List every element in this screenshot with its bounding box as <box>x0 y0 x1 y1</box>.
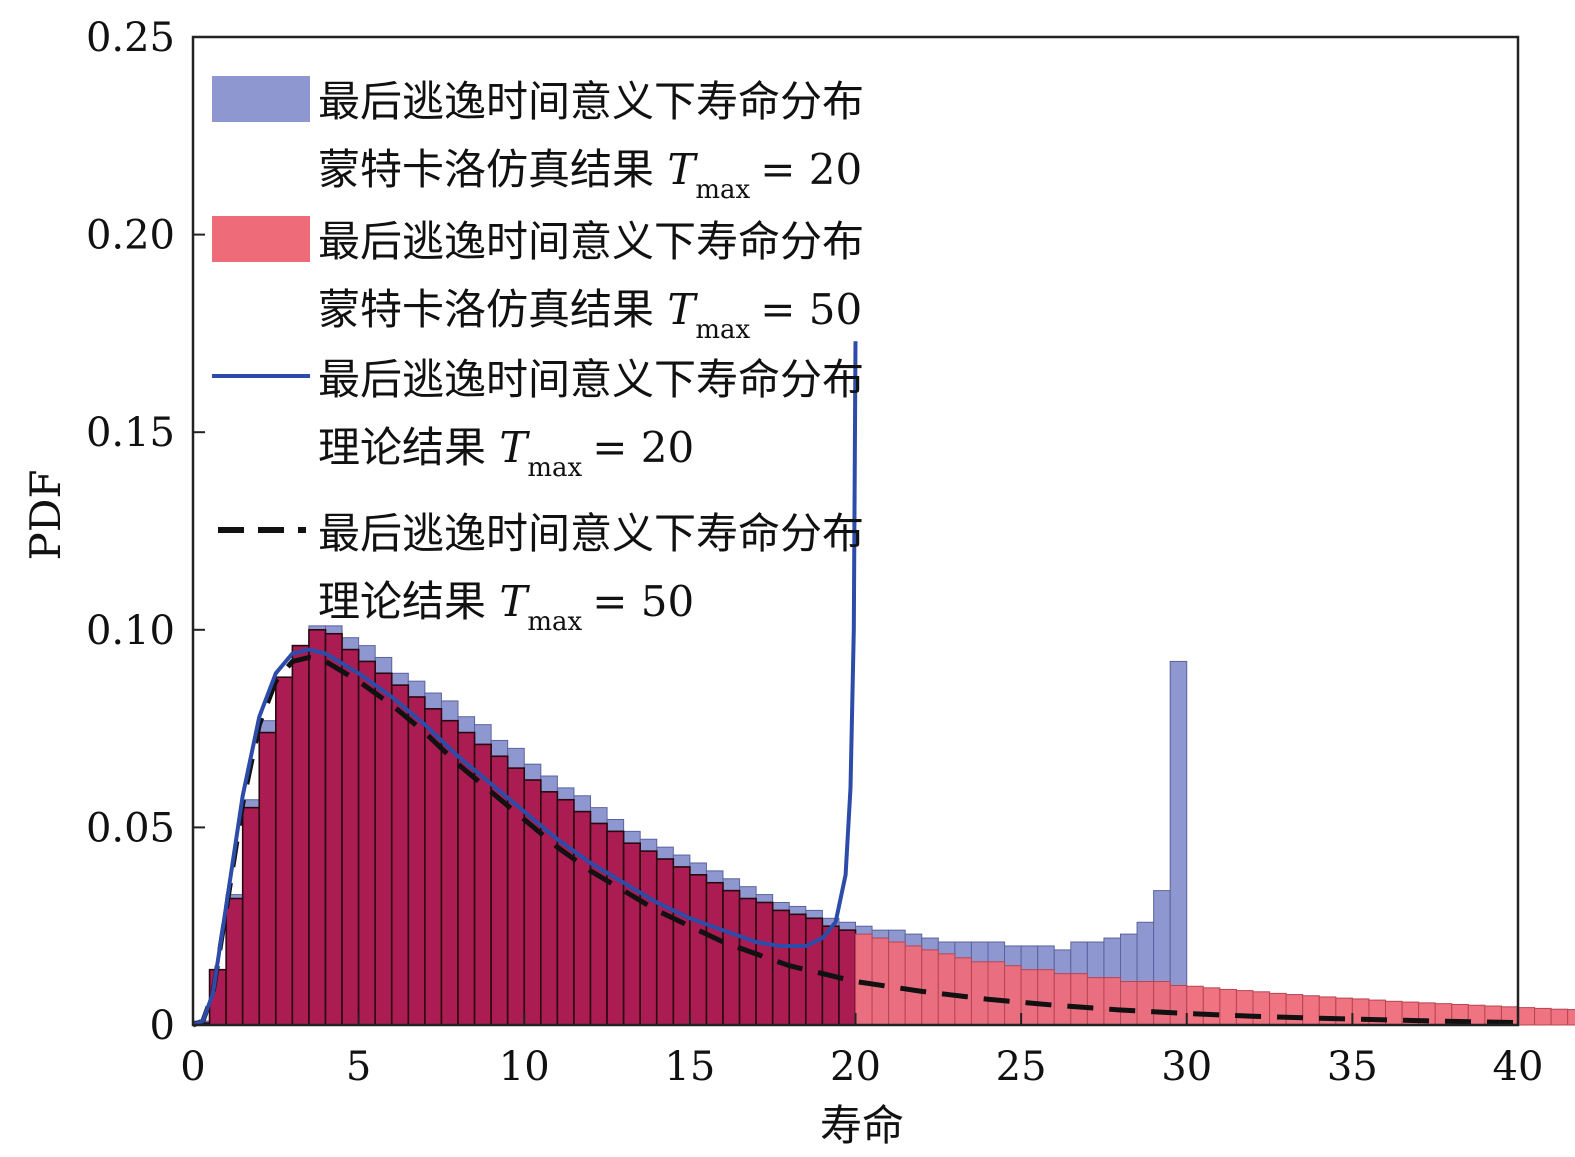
hist-bar-tmax-50 <box>888 941 906 1026</box>
hist-bar-tmax-50 <box>1053 973 1072 1026</box>
x-axis-label: 寿命 <box>820 1101 904 1150</box>
y-tick-label: 0.25 <box>86 15 175 61</box>
hist-bar-tmax-50 <box>291 644 310 1026</box>
hist-bar-tmax-50 <box>1120 981 1138 1026</box>
x-tick-label: 15 <box>664 1044 715 1090</box>
hist-bar-tmax-50 <box>1534 1007 1552 1026</box>
y-tick-label: 0 <box>150 1003 175 1049</box>
hist-bar-tmax-50 <box>755 901 774 1026</box>
hist-bar-tmax-50 <box>1285 994 1304 1026</box>
hist-bar-tmax-50 <box>374 672 393 1026</box>
hist-bar-tmax-50 <box>275 676 294 1026</box>
hist-bar-tmax-50 <box>357 660 376 1026</box>
legend-swatch-tmax-20 <box>212 76 310 122</box>
theory-curve-tmax-50 <box>192 655 1519 1028</box>
hist-bar-tmax-50 <box>1020 969 1039 1026</box>
legend-label-line2: 理论结果 Tmax = 20 <box>318 423 694 483</box>
legend-label-line2: 理论结果 Tmax = 50 <box>318 577 694 637</box>
hist-bar-tmax-50 <box>987 961 1006 1026</box>
legend-label-line2: 蒙特卡洛仿真结果 Tmax = 20 <box>318 145 862 205</box>
hist-bar-tmax-50 <box>639 850 658 1026</box>
hist-bar-tmax-50 <box>771 909 791 1026</box>
hist-bar-tmax-50 <box>1302 995 1320 1026</box>
hist-bar-tmax-50 <box>473 743 492 1026</box>
legend-label-line2: 蒙特卡洛仿真结果 Tmax = 50 <box>318 285 862 345</box>
hist-bar-tmax-50 <box>241 806 261 1026</box>
hist-bar-tmax-50 <box>1153 981 1171 1026</box>
legend-swatch-tmax-50 <box>212 216 310 262</box>
x-tick-label: 0 <box>180 1044 205 1090</box>
hist-bar-tmax-50 <box>1202 987 1221 1026</box>
hist-bar-tmax-50 <box>1252 991 1271 1026</box>
theory-curves <box>192 341 1519 1028</box>
hist-bar-tmax-50 <box>1136 981 1155 1026</box>
x-tick-label: 5 <box>346 1044 371 1090</box>
hist-bar-tmax-50 <box>1169 984 1188 1026</box>
hist-bar-tmax-50 <box>705 881 724 1026</box>
y-tick-label: 0.20 <box>86 213 175 259</box>
hist-bar-tmax-50 <box>1385 1000 1403 1026</box>
legend-label-line1: 最后逃逸时间意义下寿命分布 <box>318 77 864 126</box>
x-tick-label: 20 <box>830 1044 881 1090</box>
hist-bar-tmax-50 <box>855 933 873 1026</box>
hist-bar-tmax-50 <box>1567 1009 1575 1026</box>
hist-bar-tmax-50 <box>738 897 757 1026</box>
hist-bar-tmax-50 <box>573 810 592 1026</box>
hist-bar-tmax-50 <box>1235 990 1254 1026</box>
hist-bar-tmax-50 <box>258 731 277 1026</box>
legend-label-line1: 最后逃逸时间意义下寿命分布 <box>318 509 864 558</box>
legend-label-line1: 最后逃逸时间意义下寿命分布 <box>318 355 864 404</box>
hist-bar-tmax-50 <box>904 945 923 1026</box>
legend-label-line1: 最后逃逸时间意义下寿命分布 <box>318 217 864 266</box>
hist-bar-tmax-50 <box>970 961 989 1026</box>
hist-bar-tmax-50 <box>1550 1008 1569 1026</box>
hist-bar-tmax-50 <box>1517 1007 1536 1026</box>
hist-bar-tmax-50 <box>1186 985 1204 1026</box>
hist-bar-tmax-50 <box>1086 977 1105 1026</box>
hist-bar-tmax-50 <box>1269 992 1287 1026</box>
hist-bar-tmax-50 <box>689 874 708 1026</box>
x-tick-label: 30 <box>1161 1044 1212 1090</box>
hist-bar-tmax-50 <box>871 937 890 1026</box>
hist-bar-tmax-50 <box>1103 977 1121 1026</box>
hist-bar-tmax-50 <box>308 628 327 1026</box>
hist-bar-tmax-50 <box>937 953 956 1026</box>
hist-bar-tmax-50 <box>556 798 575 1026</box>
hist-bar-tmax-50 <box>655 858 675 1026</box>
hist-bar-tmax-50 <box>672 866 691 1026</box>
hist-bar-tmax-50 <box>622 842 641 1026</box>
x-tick-label: 10 <box>499 1044 550 1090</box>
hist-bar-tmax-50 <box>921 949 939 1026</box>
hist-bar-tmax-20 <box>1169 660 1188 1026</box>
hist-bar-tmax-50 <box>722 889 741 1026</box>
hist-bar-tmax-50 <box>225 897 244 1026</box>
x-tick-label: 35 <box>1327 1044 1378 1090</box>
hist-bar-tmax-50 <box>341 648 360 1026</box>
axis-ticks: 0 5 10 15 20 25 30 35 40 0 0.05 0.10 0.15 0.20 0.25 <box>86 15 1544 1090</box>
hist-bar-tmax-50 <box>407 696 426 1026</box>
hist-bar-tmax-50 <box>1004 965 1022 1026</box>
hist-bar-tmax-50 <box>606 830 625 1026</box>
hist-bar-tmax-50 <box>1037 969 1055 1026</box>
hist-bar-tmax-50 <box>324 632 343 1026</box>
y-axis-label: PDF <box>21 469 70 560</box>
hist-bar-tmax-50 <box>390 684 410 1026</box>
x-tick-label: 40 <box>1493 1044 1544 1090</box>
y-tick-label: 0.05 <box>86 805 175 851</box>
theory-curve-tmax-20 <box>192 341 858 1027</box>
hist-bar-tmax-50 <box>1070 973 1088 1026</box>
y-tick-label: 0.15 <box>86 410 175 456</box>
hist-bar-tmax-50 <box>589 822 608 1026</box>
x-tick-label: 25 <box>996 1044 1047 1090</box>
hist-bar-tmax-50 <box>1219 988 1237 1026</box>
histogram-tmax-50 <box>192 628 1575 1026</box>
hist-bar-tmax-50 <box>440 719 459 1026</box>
hist-bar-tmax-50 <box>954 957 972 1026</box>
y-tick-label: 0.10 <box>86 608 175 654</box>
hist-bar-tmax-50 <box>424 708 443 1026</box>
